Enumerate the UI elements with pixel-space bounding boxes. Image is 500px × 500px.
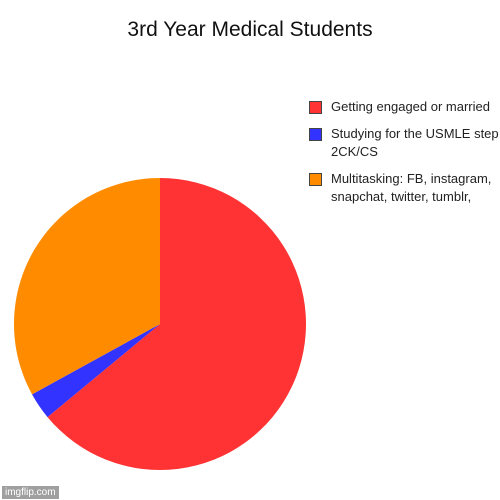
legend-item-engaged: Getting engaged or married: [309, 98, 499, 116]
pie-slice-multitasking: [13, 178, 160, 395]
legend-item-studying: Studying for the USMLE step 2CK/CS: [309, 125, 499, 161]
legend: Getting engaged or married Studying for …: [309, 98, 499, 215]
pie-slice-engaged: [47, 178, 306, 471]
legend-label-studying: Studying for the USMLE step 2CK/CS: [331, 126, 499, 159]
legend-label-multitasking: Multitasking: FB, instagram, snapchat, t…: [331, 171, 492, 204]
pie-slice-studying: [32, 324, 161, 418]
chart-title: 3rd Year Medical Students: [127, 18, 373, 41]
legend-swatch-engaged: [309, 101, 322, 114]
legend-swatch-multitasking: [309, 173, 322, 186]
legend-label-engaged: Getting engaged or married: [331, 99, 490, 114]
legend-swatch-studying: [309, 128, 322, 141]
legend-item-multitasking: Multitasking: FB, instagram, snapchat, t…: [309, 170, 499, 206]
watermark: imgflip.com: [2, 486, 59, 499]
